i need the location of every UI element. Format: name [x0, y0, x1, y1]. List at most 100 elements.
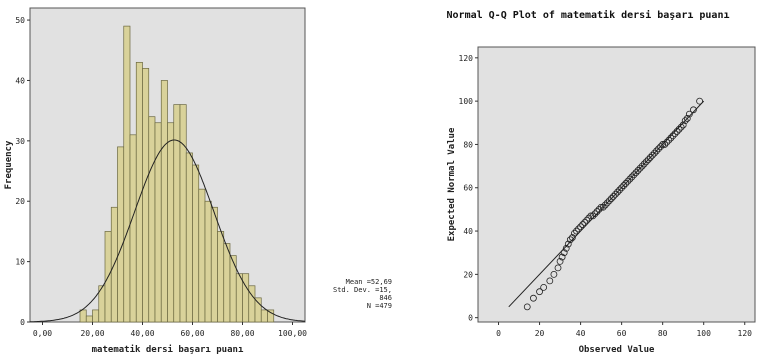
qq-point-66: [677, 123, 685, 131]
qq-point-44: [632, 169, 640, 176]
qq-xtick-label-4: 80: [658, 329, 668, 338]
qq-point-59: [663, 138, 671, 146]
qq-point-70: [685, 110, 693, 118]
stats-mean: Mean =52,69: [345, 278, 392, 286]
qq-point-52: [649, 151, 656, 159]
qq-point-55: [655, 145, 662, 153]
qq-xtick-label-3: 60: [617, 329, 627, 338]
qq-point-16: [575, 225, 582, 233]
qq-point-1: [530, 294, 537, 302]
hist-ytick-label-0: 0: [20, 318, 25, 327]
qq-point-3: [540, 283, 548, 291]
qq-point-7: [556, 257, 564, 265]
qq-point-45: [634, 167, 642, 174]
qq-point-48: [640, 160, 648, 168]
qq-point-38: [620, 182, 628, 189]
histogram-chart: 0 10 20 30 40 50 0,00 20,00 40,00 60,00 80,00 100,0…: [4, 7, 307, 355]
hist-xtick-label-5: 100,00: [278, 329, 307, 338]
hist-ytick-label-4: 40: [15, 76, 25, 85]
qq-ytick-label-5: 100: [459, 97, 474, 106]
qq-point-71: [690, 106, 697, 114]
qq-point-72: [696, 97, 703, 105]
qq-point-68: [681, 117, 689, 125]
qq-point-2: [536, 288, 543, 296]
qq-y-axis-label: Expected Normal Value: [447, 127, 457, 241]
hist-ytick-label-1: 10: [15, 258, 25, 267]
qq-point-42: [628, 173, 636, 181]
qq-point-65: [675, 125, 683, 133]
qq-point-54: [653, 147, 660, 155]
qq-point-4: [546, 277, 554, 285]
qq-point-58: [661, 141, 669, 148]
qq-point-34: [612, 190, 619, 198]
qq-xtick-label-2: 40: [576, 329, 586, 338]
stats-sd: Std. Dev. =15,: [332, 286, 392, 294]
hist-xtick-label-2: 40,00: [130, 329, 154, 338]
hist-xtick-label-4: 80,00: [230, 329, 254, 338]
normal-curve: [29, 139, 306, 323]
qq-point-60: [665, 136, 673, 144]
hist-xtick-label-3: 60,00: [180, 329, 204, 338]
histogram-stats: Mean =52,69 Std. Dev. =15, 846 N =479: [318, 278, 392, 310]
qq-point-26: [595, 206, 603, 213]
qq-point-15: [573, 227, 580, 235]
qq-point-39: [622, 180, 630, 187]
qq-point-21: [585, 214, 593, 222]
stats-sd-cont: 846: [379, 294, 392, 302]
qq-point-35: [614, 188, 621, 196]
hist-ytick-label-2: 20: [15, 197, 25, 206]
qq-point-51: [646, 154, 654, 161]
hist-xtick-label-0: 0,00: [33, 329, 52, 338]
qq-point-28: [599, 203, 607, 211]
qq-point-9: [560, 249, 568, 257]
qq-point-10: [562, 244, 570, 252]
qq-title: Normal Q-Q Plot of matematik dersi başar…: [447, 9, 730, 21]
qq-point-50: [644, 156, 652, 163]
qq-point-27: [597, 203, 605, 211]
hist-ytick-label-3: 30: [15, 137, 25, 146]
qq-point-8: [558, 253, 566, 261]
stats-n: N =479: [366, 302, 392, 310]
qq-plot-area: [477, 46, 756, 323]
qq-point-19: [581, 218, 589, 226]
hist-bar-30: [267, 309, 275, 323]
qq-point-24: [591, 210, 599, 218]
qq-point-49: [642, 158, 650, 166]
qq-point-64: [673, 128, 681, 135]
qq-ytick-label-1: 20: [463, 270, 473, 279]
qq-point-22: [587, 212, 595, 220]
qq-point-63: [671, 130, 679, 138]
hist-ytick-label-5: 50: [15, 16, 25, 25]
qq-point-67: [679, 121, 687, 129]
qq-point-56: [657, 143, 665, 151]
qq-point-37: [618, 184, 626, 192]
qq-xtick-label-1: 20: [535, 329, 545, 338]
qq-point-13: [568, 234, 576, 241]
qq-reference-line: [508, 100, 705, 308]
qq-point-40: [624, 177, 632, 185]
qq-point-53: [651, 149, 658, 157]
qq-point-47: [638, 162, 646, 170]
qq-point-23: [589, 212, 597, 220]
qq-point-12: [566, 236, 574, 244]
qq-point-18: [579, 221, 587, 228]
qq-xtick-label-5: 100: [696, 329, 711, 338]
qq-point-29: [601, 201, 609, 209]
qq-ytick-label-6: 120: [459, 54, 474, 63]
qq-point-31: [605, 197, 613, 205]
qq-point-41: [626, 175, 634, 183]
qq-point-17: [577, 223, 584, 231]
qq-point-20: [583, 216, 591, 224]
qq-point-32: [607, 195, 615, 202]
qq-point-0: [523, 303, 531, 311]
qq-point-6: [554, 264, 562, 272]
qq-point-25: [593, 208, 601, 215]
qq-xtick-label-6: 120: [738, 329, 753, 338]
qq-ytick-label-3: 60: [463, 184, 473, 193]
hist-xtick-label-1: 20,00: [80, 329, 104, 338]
qq-ytick-label-4: 80: [463, 140, 473, 149]
qq-ytick-label-0: 0: [468, 314, 473, 323]
qq-xtick-label-0: 0: [496, 329, 501, 338]
qq-point-33: [610, 193, 617, 200]
